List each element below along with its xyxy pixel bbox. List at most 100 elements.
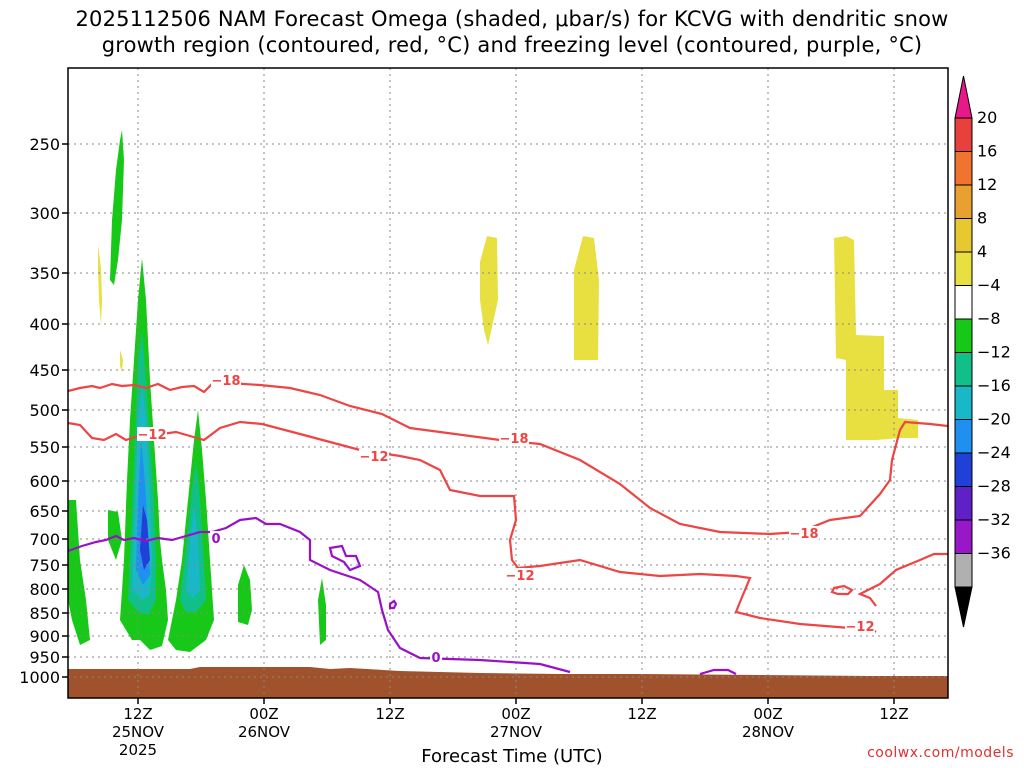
red-contour-label-0: −18 xyxy=(212,374,241,389)
y-tick-label-800: 800 xyxy=(29,580,60,599)
purple-contour-zero-loop-2 xyxy=(388,599,398,610)
omega-region-cyan-second xyxy=(186,505,200,598)
red-contour-minus12-lower-right xyxy=(857,552,948,607)
x-tick-label-1: 00Z xyxy=(249,705,278,723)
colorbar-label-9: −20 xyxy=(977,410,1011,429)
colorbar-label-5: −4 xyxy=(977,276,1001,295)
colorbar-swatch-13 xyxy=(954,553,973,588)
red-contour-label-bg-2 xyxy=(359,449,389,463)
y-tick-label-950: 950 xyxy=(29,648,60,667)
x-tick-date-3: 27NOV xyxy=(490,723,543,741)
credit-text: coolwx.com/models xyxy=(867,745,1014,761)
chart-title-line-1: 2025112506 NAM Forecast Omega (shaded, μ… xyxy=(75,7,949,31)
red-contour-label-5: −18 xyxy=(790,527,819,542)
red-contour-label-bg-3 xyxy=(499,431,529,445)
colorbar-label-10: −24 xyxy=(977,443,1011,462)
omega-region-yellow-small-2 xyxy=(120,350,123,372)
x-tick-label-0: 12Z xyxy=(123,705,152,723)
colorbar-swatch-6 xyxy=(954,318,973,353)
colorbar-swatch-9 xyxy=(954,419,973,454)
y-tick-label-400: 400 xyxy=(29,315,60,334)
x-tick-year-0: 2025 xyxy=(119,741,157,759)
x-tick-label-5: 00Z xyxy=(753,705,782,723)
red-contour-label-bg-6 xyxy=(845,619,875,633)
purple-contour-label-bg-1 xyxy=(430,650,442,664)
colorbar-swatch-11 xyxy=(954,486,973,521)
red-contour-label-3: −18 xyxy=(500,432,529,447)
omega-region-green-left-mid xyxy=(108,510,122,560)
colorbar-label-0: 20 xyxy=(977,108,997,127)
omega-shading xyxy=(68,130,918,652)
plot-frame xyxy=(67,67,949,699)
colorbar: 20 16 12 8 4 −4 −8 −12 −16 −20 −24 −28 −32 −36 xyxy=(954,75,1011,628)
omega-region-yellow-28nov xyxy=(834,236,918,440)
colorbar-label-13: −36 xyxy=(977,544,1011,563)
colorbar-label-12: −32 xyxy=(977,510,1011,529)
colorbar-label-3: 8 xyxy=(977,209,987,228)
x-tick-label-3: 00Z xyxy=(501,705,530,723)
colorbar-label-11: −28 xyxy=(977,477,1011,496)
chart-title-line-2: growth region (contoured, red, °C) and f… xyxy=(101,33,923,57)
colorbar-label-7: −12 xyxy=(977,343,1011,362)
purple-contour-label-0: 0 xyxy=(211,532,220,547)
colorbar-swatch-3 xyxy=(954,218,973,253)
y-tick-label-650: 650 xyxy=(29,502,60,521)
y-tick-label-700: 700 xyxy=(29,530,60,549)
y-tick-label-550: 550 xyxy=(29,438,60,457)
colorbar-bottom-arrow xyxy=(954,586,973,628)
colorbar-swatch-10 xyxy=(954,452,973,487)
colorbar-swatch-0 xyxy=(954,117,973,152)
omega-region-green-blob-1 xyxy=(238,565,252,625)
purple-contour-label-bg-0 xyxy=(210,531,222,545)
omega-region-green-left xyxy=(68,500,90,645)
grid-lines xyxy=(68,68,948,698)
omega-region-green-upper xyxy=(110,130,124,285)
colorbar-swatch-8 xyxy=(954,385,973,420)
x-axis-label: Forecast Time (UTC) xyxy=(421,746,603,767)
y-tick-label-500: 500 xyxy=(29,401,60,420)
x-tick-label-2: 12Z xyxy=(375,705,404,723)
colorbar-swatch-2 xyxy=(954,184,973,219)
colorbar-label-1: 16 xyxy=(977,142,997,161)
colorbar-label-2: 12 xyxy=(977,175,997,194)
y-tick-label-850: 850 xyxy=(29,604,60,623)
omega-region-navy-main xyxy=(140,505,150,570)
y-tick-label-350: 350 xyxy=(29,264,60,283)
x-tick-date-1: 26NOV xyxy=(238,723,291,741)
colorbar-label-8: −16 xyxy=(977,376,1011,395)
x-tick-label-4: 12Z xyxy=(627,705,656,723)
colorbar-swatch-7 xyxy=(954,352,973,387)
red-contour-label-bg-0 xyxy=(211,373,241,387)
y-tick-label-600: 600 xyxy=(29,472,60,491)
red-contour-minus12-loop xyxy=(830,584,854,596)
omega-region-yellow-27nov xyxy=(480,236,498,345)
omega-region-green-blob-2 xyxy=(318,578,326,645)
red-contour-label-bg-5 xyxy=(789,526,819,540)
x-tick-label-6: 12Z xyxy=(879,705,908,723)
colorbar-swatch-4 xyxy=(954,251,973,286)
terrain-surface xyxy=(68,667,948,698)
purple-contours xyxy=(68,516,737,676)
y-tick-label-900: 900 xyxy=(29,627,60,646)
x-tick-date-0: 25NOV xyxy=(112,723,165,741)
colorbar-top-arrow xyxy=(954,75,973,119)
colorbar-swatch-1 xyxy=(954,151,973,186)
purple-contour-zero-main xyxy=(68,516,571,674)
y-tick-label-1000: 1000 xyxy=(19,668,60,687)
colorbar-swatch-5 xyxy=(954,285,973,320)
purple-contour-label-1: 0 xyxy=(431,651,440,666)
omega-region-yellow-small-1 xyxy=(98,245,102,325)
red-contour-label-bg-1 xyxy=(137,427,167,441)
red-contour-label-2: −12 xyxy=(360,450,389,465)
red-contour-label-bg-4 xyxy=(505,568,535,582)
purple-contour-zero-loop-1 xyxy=(328,544,362,572)
red-contour-label-6: −12 xyxy=(846,620,875,635)
y-tick-label-750: 750 xyxy=(29,556,60,575)
purple-contour-zero-right xyxy=(699,668,737,676)
red-contour-minus18-upper xyxy=(68,381,948,536)
y-axis: 250 300 350 400 450 500 550 600 650 700 750 800 850 9… xyxy=(19,135,68,687)
red-contour-label-1: −12 xyxy=(138,428,167,443)
colorbar-swatch-12 xyxy=(954,519,973,554)
